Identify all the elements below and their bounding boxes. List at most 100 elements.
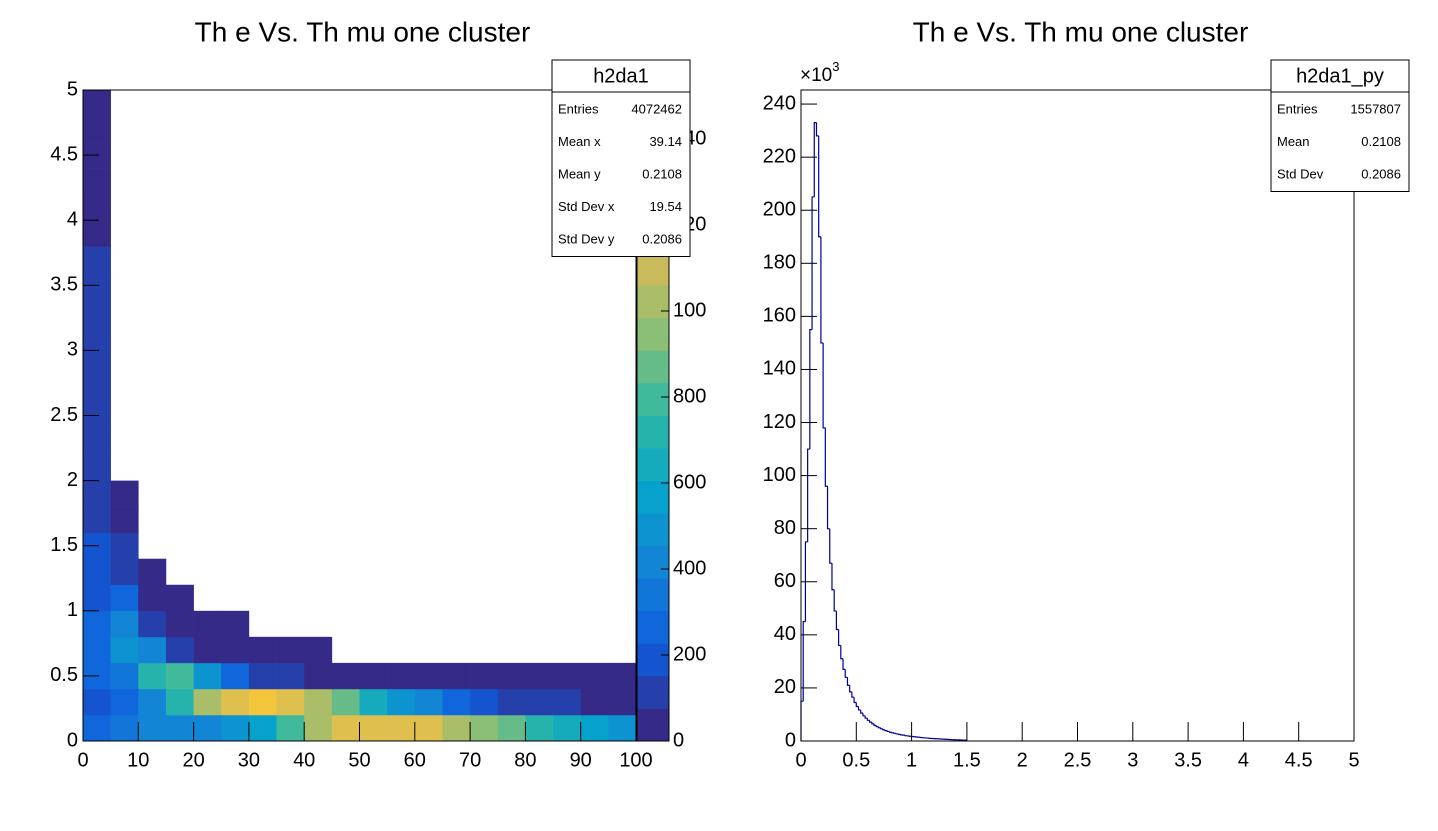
palette-band [637,448,669,481]
stats-label: Entries [558,101,599,116]
heatmap-cell [414,662,443,690]
heatmap-cell [248,662,277,690]
heatmap-cell [387,662,416,690]
palette-band [637,415,669,449]
histogram-bin [835,610,839,631]
heatmap-cell [83,428,111,455]
histogram-bin [857,706,861,711]
heatmap-cell [497,688,526,716]
y-tick-label: 140 [763,358,796,380]
heatmap-cell [359,714,388,742]
heatmap-cell [442,662,471,690]
palette-band [637,708,669,742]
heatmap-cell [83,610,111,638]
heatmap-cell [83,116,111,143]
heatmap-cell [110,558,139,586]
heatmap-cell [165,688,194,716]
heatmap-cell [608,662,637,690]
heatmap-cell [138,558,167,586]
y-tick-label: 100 [763,464,796,486]
z-tick-label: 0 [673,729,684,751]
histogram-bin [813,122,817,197]
histogram-bin [866,718,870,721]
y-tick-label: 200 [763,199,796,221]
heatmap-cell [553,662,581,690]
y-tick-label: 1.5 [50,534,78,556]
histogram-bin [873,723,877,726]
y-tick-label: 20 [774,676,796,698]
histogram-bin [853,697,857,704]
heatmap-cell [525,714,554,742]
y-tick-label: 4 [67,208,78,230]
y-tick-label: 80 [774,517,796,539]
x-tick-label: 2.5 [1064,749,1092,771]
y-tick-label: 2.5 [50,404,78,426]
histogram-bin [849,685,852,693]
heatmap-cell [359,662,388,690]
heatmap-cell [165,584,194,612]
stats-title: h2da1_py [1296,65,1384,87]
z-tick-label: 1000 [673,299,718,321]
heatmap-cell [276,688,305,716]
palette-band [637,513,669,546]
heatmap-cell [608,688,637,716]
exponent-base: ×10 [800,65,832,86]
heatmap-cell [83,220,111,247]
heatmap-cell [525,662,554,690]
x-tick-label: 0 [795,749,806,771]
heatmap-cell [470,662,499,690]
y-tick-label: 3 [67,339,78,361]
y-tick-label: 120 [763,411,796,433]
y-tick-label: 0 [785,729,796,751]
heatmap-cell [83,90,111,117]
y-exponent: ×103 [800,59,839,86]
y-tick-label: 5 [67,78,78,100]
heatmap-cell [304,662,333,690]
z-tick-label: 400 [673,557,706,579]
histogram-bin [884,729,888,732]
heatmap-cell [110,662,139,690]
y-tick-label: 3.5 [50,274,78,296]
heatmap-cell [553,714,581,742]
histogram-bin [886,730,890,733]
heatmap-cell [331,662,360,690]
heatmap-cell [110,532,139,560]
heatmap-cell [470,688,499,716]
heatmap-cell [221,662,250,690]
x-tick-label: 80 [514,749,536,771]
heatmap-cell [387,688,416,716]
heatmap-cell [83,688,111,716]
histogram-bin [809,329,813,450]
heatmap-cell [110,506,139,533]
x-tick-label: 4 [1238,749,1249,771]
heatmap-cell [138,662,167,690]
y-tick-label: 0 [67,729,78,751]
heatmap-cell [138,688,167,716]
y-tick-label: 220 [763,145,796,167]
palette-band [637,643,669,677]
heatmap-cell [331,714,360,742]
heatmap-cell [83,298,111,325]
heatmap-cell [165,610,194,638]
stats-box [1270,59,1410,192]
stats-value: 0.2108 [642,166,682,181]
histogram-bin [855,702,859,708]
histogram-bin [877,726,881,729]
heatmap-cell [580,662,609,690]
heatmap-cell [83,558,111,586]
x-tick-label: 50 [348,749,370,771]
heatmap-cell [221,688,250,716]
x-tick-label: 1.5 [953,749,981,771]
heatmap-cell [304,688,333,716]
histogram-bin [851,691,855,698]
heatmap-cell [304,636,333,664]
y-tick-label: 40 [774,623,796,645]
y-tick-label: 240 [763,92,796,114]
palette-band [637,578,669,612]
histogram-bin [844,669,848,678]
heatmap-cell [138,584,167,612]
histogram-bin [868,720,872,723]
heatmap-cell [138,714,167,742]
heatmap-cell [248,688,277,716]
heatmap-cell [83,376,111,403]
